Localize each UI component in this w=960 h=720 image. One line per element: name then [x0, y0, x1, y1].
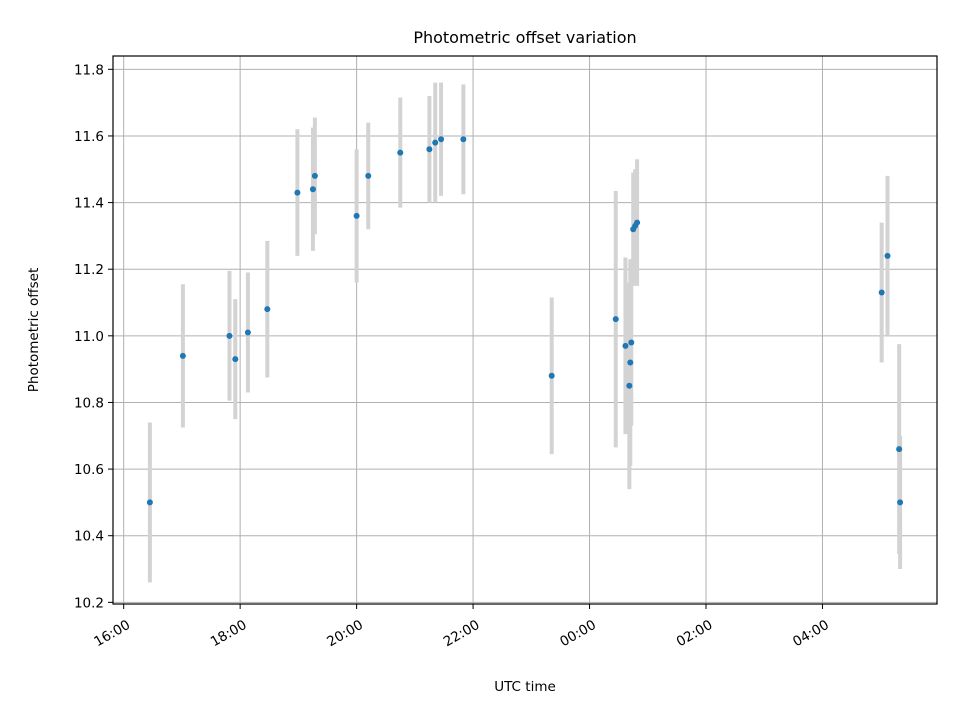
data-point: [884, 252, 891, 259]
data-point: [294, 189, 301, 196]
y-tick-label: 11.4: [74, 196, 104, 212]
data-point: [311, 172, 318, 179]
data-point: [146, 499, 153, 506]
data-point: [634, 219, 641, 226]
data-point: [397, 149, 404, 156]
data-point: [232, 356, 239, 363]
chart-title: Photometric offset variation: [413, 28, 636, 47]
y-tick-label: 10.6: [74, 462, 104, 478]
y-tick-label: 10.4: [74, 529, 104, 545]
y-axis-label: Photometric offset: [26, 268, 42, 392]
data-point: [628, 339, 635, 346]
data-point: [897, 499, 904, 506]
y-tick-label: 11.2: [74, 262, 104, 278]
y-tick-label: 11.8: [74, 62, 104, 78]
y-tick-label: 10.2: [74, 595, 104, 611]
data-point: [878, 289, 885, 296]
y-axis-ticks: 10.2 10.4 10.6 10.8 11.0 11.2 11.4 11.6 11.8: [74, 62, 113, 611]
x-axis-label: UTC time: [494, 679, 556, 695]
y-tick-label: 11.6: [74, 129, 104, 145]
data-point: [309, 186, 316, 193]
plot-frame: [112, 55, 938, 605]
grid: [113, 56, 937, 604]
data-point: [353, 212, 360, 219]
data-point: [179, 352, 186, 359]
y-tick-label: 10.8: [74, 395, 104, 411]
data-point: [460, 136, 467, 143]
data-point: [244, 329, 251, 336]
data-point: [627, 359, 634, 366]
data-points: [146, 136, 904, 506]
data-point: [226, 332, 233, 339]
data-point: [438, 136, 445, 143]
data-point: [365, 172, 372, 179]
data-point: [426, 146, 433, 153]
data-point: [622, 342, 629, 349]
y-tick-label: 11.0: [74, 329, 104, 345]
data-point: [432, 139, 439, 146]
data-point: [548, 372, 555, 379]
data-point: [626, 382, 633, 389]
data-point: [264, 306, 271, 313]
data-point: [612, 316, 619, 323]
data-point: [896, 446, 903, 453]
